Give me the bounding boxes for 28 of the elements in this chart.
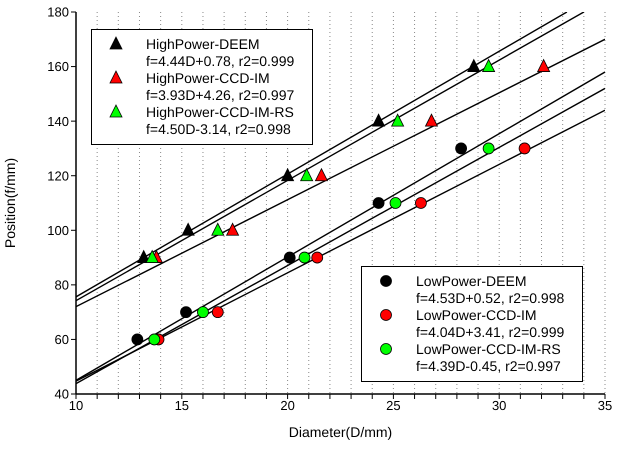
x-tick-label: 25 [386,398,401,414]
annotation: f=4.04D+3.41, r2=0.999 [416,324,564,341]
annotation: f=4.44D+0.78, r2=0.999 [146,53,294,70]
legend-label: HighPower-CCD-IM-RS [146,104,294,121]
legend-label: LowPower-CCD-IM-RS [416,341,561,358]
x-tick-label: 30 [492,398,506,414]
y-tick-label: 140 [47,114,69,129]
legend-label: LowPower-DEEM [416,273,528,290]
x-tick-label: 20 [280,398,295,414]
y-tick-label: 40 [54,386,69,402]
y-tick-label: 120 [47,168,69,184]
y-axis-title: Position(f/mm) [2,158,18,248]
x-axis-title: Diameter(D/mm) [288,424,392,440]
legend-label: HighPower-CCD-IM [146,70,271,87]
y-tick-label: 160 [47,59,69,74]
y-tick-label: 100 [47,222,69,238]
x-tick-label: 35 [598,398,612,414]
annotation: f=4.53D+0.52, r2=0.998 [416,290,564,307]
legend-label: HighPower-DEEM [146,36,261,53]
y-tick-label: 60 [54,332,69,348]
x-tick-label: 15 [174,398,190,414]
legend-label: LowPower-CCD-IM [416,307,538,324]
annotation: f=4.39D-0.45, r2=0.997 [416,358,561,375]
y-tick-label: 80 [54,277,69,292]
x-tick-label: 10 [68,398,84,414]
annotation: f=3.93D+4.26, r2=0.997 [146,87,294,104]
y-tick-label: 180 [47,4,69,20]
annotation: f=4.50D-3.14, r2=0.998 [146,121,292,138]
